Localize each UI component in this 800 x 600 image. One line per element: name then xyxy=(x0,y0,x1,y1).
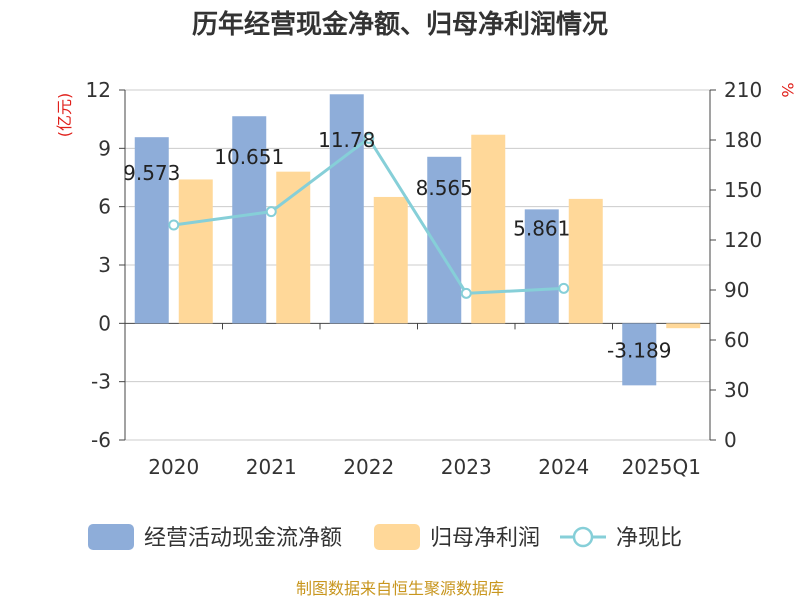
ratio-point xyxy=(363,132,375,144)
right-tick-label: 60 xyxy=(724,328,749,352)
legend-net-profit-swatch xyxy=(374,524,420,550)
right-tick-label: 120 xyxy=(724,228,762,252)
net-profit-bar xyxy=(666,323,701,329)
cash-flow-bar xyxy=(329,94,364,324)
cash-flow-bar xyxy=(232,116,267,324)
left-tick-label: 0 xyxy=(98,311,111,335)
left-tick-label: 6 xyxy=(98,195,111,219)
left-tick-label: 12 xyxy=(86,78,111,102)
net-profit-bar xyxy=(178,179,213,324)
net-profit-bar xyxy=(373,196,408,324)
ratio-point xyxy=(558,282,570,294)
category-label: 2025Q1 xyxy=(622,455,701,479)
ratio-point xyxy=(460,287,472,299)
cash-flow-bar xyxy=(134,137,169,324)
cash-flow-bar xyxy=(622,323,657,386)
left-tick-label: -3 xyxy=(91,370,111,394)
category-label: 2021 xyxy=(246,455,297,479)
ratio-point xyxy=(168,219,180,231)
legend: 经营活动现金流净额 归母净利润 净现比 xyxy=(88,524,682,551)
legend-cash-flow-swatch xyxy=(88,524,134,550)
source-note: 制图数据来自恒生聚源数据库 xyxy=(296,579,504,598)
left-tick-label: -6 xyxy=(91,428,111,452)
cash-flow-data-label: 8.565 xyxy=(416,176,473,200)
legend-label: 归母净利润 xyxy=(430,526,540,551)
right-tick-label: 90 xyxy=(724,278,749,302)
ratio-line xyxy=(168,132,570,299)
bars xyxy=(134,94,701,386)
chart-title: 历年经营现金净额、归母净利润情况 xyxy=(192,9,608,40)
right-tick-label: 180 xyxy=(724,128,762,152)
legend-label: 净现比 xyxy=(616,526,682,551)
right-tick-label: 150 xyxy=(724,178,762,202)
left-tick-label: 9 xyxy=(98,136,111,160)
left-axis-unit: (亿元) xyxy=(55,93,74,138)
data-labels: 9.573 10.651 11.78 8.565 5.861 -3.189 xyxy=(123,128,671,362)
right-axis-unit: % xyxy=(778,82,797,97)
category-label: 2022 xyxy=(343,455,394,479)
cash-flow-data-label: 9.573 xyxy=(123,161,180,185)
category-label: 2023 xyxy=(441,455,492,479)
legend-ratio-marker xyxy=(572,526,594,548)
cash-flow-data-label: 5.861 xyxy=(513,217,570,241)
ratio-point xyxy=(265,206,277,218)
net-profit-bar xyxy=(568,198,603,324)
cash-flow-bar xyxy=(524,209,559,324)
left-tick-label: 3 xyxy=(98,253,111,277)
right-tick-label: 30 xyxy=(724,378,749,402)
right-tick-label: 210 xyxy=(724,78,762,102)
right-tick-label: 0 xyxy=(724,428,737,452)
cash-flow-data-label: 11.78 xyxy=(318,128,375,152)
category-label: 2020 xyxy=(148,455,199,479)
legend-label: 经营活动现金流净额 xyxy=(144,526,342,551)
cash-flow-data-label: 10.651 xyxy=(214,145,284,169)
net-profit-bar xyxy=(471,134,506,324)
category-label: 2024 xyxy=(538,455,589,479)
cash-flow-data-label: -3.189 xyxy=(607,338,671,362)
